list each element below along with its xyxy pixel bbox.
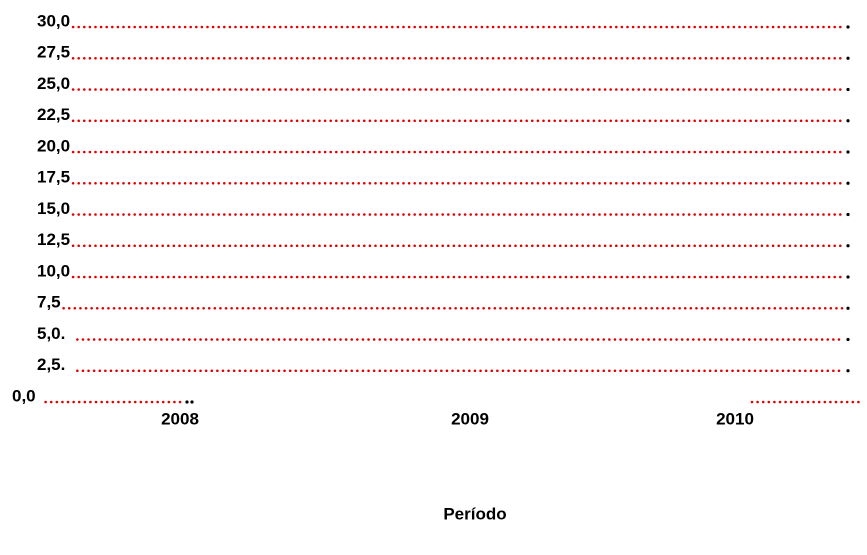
end-dot (190, 400, 194, 404)
row-label: 17,5 (37, 168, 70, 187)
column-label: 2010 (716, 409, 754, 428)
row-label: 0,0 (12, 386, 36, 405)
row-label: 10,0 (37, 261, 70, 280)
end-dot (846, 119, 850, 123)
row-label: 15,0 (37, 199, 70, 218)
row-label: 27,5 (37, 43, 70, 62)
end-dot (846, 275, 850, 279)
end-dot (846, 369, 850, 373)
row-label: 20,0 (37, 136, 70, 155)
row-label: 25,0 (37, 74, 70, 93)
row-label: 22,5 (37, 105, 70, 124)
end-dot (846, 244, 850, 248)
end-dot (185, 400, 189, 404)
column-label: 2009 (451, 409, 489, 428)
end-dot (846, 212, 850, 217)
end-dot (846, 306, 850, 310)
end-dot (846, 337, 850, 342)
row-label: 2,5. (37, 355, 65, 374)
axis-title: Período (443, 504, 506, 523)
end-dot (846, 56, 850, 60)
row-label: 5,0. (37, 324, 65, 343)
end-dot (846, 150, 850, 154)
column-label: 2008 (161, 409, 199, 428)
end-dot (846, 87, 850, 92)
end-dot (846, 25, 850, 29)
row-label: 12,5 (37, 230, 70, 249)
row-label: 30,0 (37, 11, 70, 30)
row-label: 7,5 (37, 293, 61, 312)
end-dot (846, 181, 850, 185)
